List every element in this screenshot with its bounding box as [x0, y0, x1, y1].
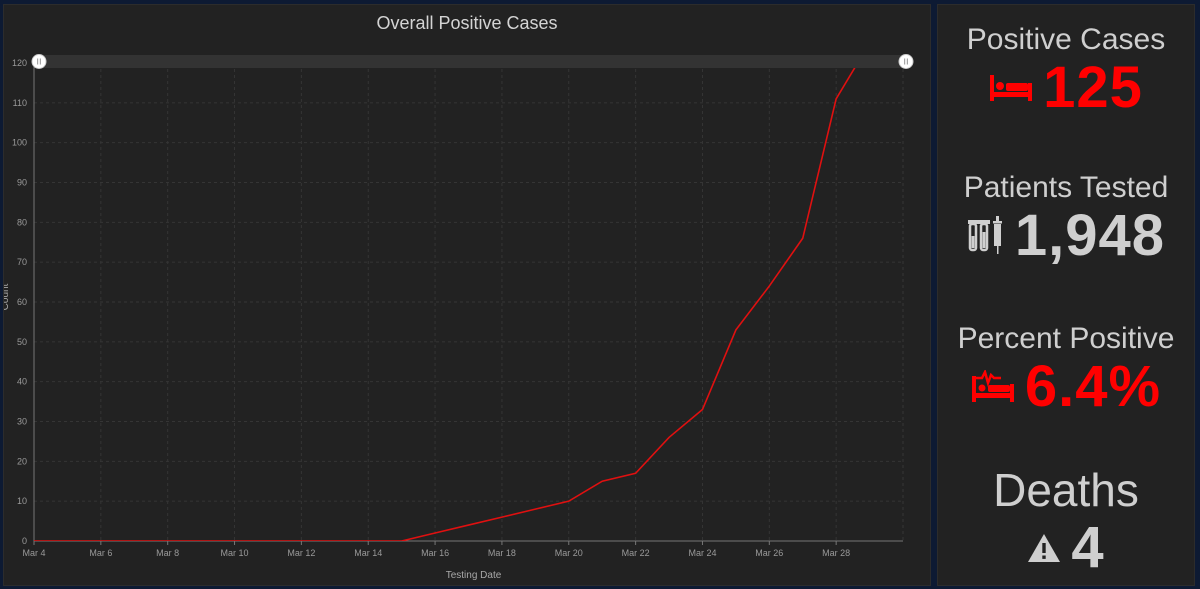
y-tick-label: 100 — [12, 138, 27, 148]
chart-series — [34, 63, 859, 541]
bed-heartbeat-icon — [971, 370, 1014, 402]
range-slider-track[interactable] — [39, 55, 905, 68]
chart-grid — [33, 62, 904, 541]
kpi-panel: Positive Cases 125 Patients Tested — [937, 4, 1195, 586]
kpi-percent-positive-value: 6.4% — [1024, 354, 1162, 419]
range-slider-end-handle[interactable] — [898, 54, 914, 69]
y-tick-label: 60 — [17, 297, 27, 307]
kpi-percent-positive-label: Percent Positive — [957, 322, 1175, 355]
y-tick-label: 120 — [12, 58, 27, 68]
y-tick-label: 70 — [17, 257, 27, 267]
x-tick-label: Mar 14 — [354, 548, 382, 558]
kpi-deaths-label: Deaths — [993, 464, 1139, 516]
y-tick-label: 20 — [17, 456, 27, 466]
y-tick-label: 10 — [17, 496, 27, 506]
range-slider[interactable] — [31, 54, 914, 69]
kpi-positive-cases-value: 125 — [1043, 55, 1143, 120]
y-tick-label: 40 — [17, 377, 27, 387]
x-tick-label: Mar 22 — [622, 548, 650, 558]
kpi-patients-tested-value: 1,948 — [1014, 203, 1166, 268]
y-tick-label: 110 — [13, 98, 27, 108]
series-line — [34, 63, 859, 541]
x-tick-label: Mar 6 — [89, 548, 112, 558]
test-tubes-syringe-icon — [967, 216, 1002, 254]
x-tick-label: Mar 26 — [755, 548, 783, 558]
x-tick-label: Mar 18 — [488, 548, 516, 558]
warning-triangle-icon — [1028, 534, 1061, 562]
x-tick-label: Mar 8 — [156, 548, 179, 558]
x-axis-title: Testing Date — [446, 570, 502, 581]
kpi-patients-tested-label: Patients Tested — [963, 171, 1169, 204]
kpi-deaths: Deaths 4 — [938, 463, 1194, 577]
kpi-percent-positive: Percent Positive 6.4% — [938, 322, 1194, 416]
x-tick-label: Mar 28 — [822, 548, 850, 558]
y-tick-label: 80 — [17, 217, 27, 227]
x-tick-label: Mar 24 — [688, 548, 716, 558]
x-tick-label: Mar 10 — [221, 548, 249, 558]
kpi-patients-tested: Patients Tested 1,948 — [938, 171, 1194, 265]
chart-title: Overall Positive Cases — [376, 13, 558, 33]
x-tick-label: Mar 16 — [421, 548, 449, 558]
y-axis-title: Count — [4, 283, 11, 310]
positive-cases-line-chart: 0 10 20 30 40 50 60 70 80 90 100 110 120 Mar 4 Mar 6 Ma… — [4, 54, 914, 581]
hospital-bed-icon — [990, 75, 1033, 101]
kpi-deaths-value: 4 — [1071, 515, 1105, 580]
x-tick-label: Mar 20 — [555, 548, 583, 558]
x-tick-label: Mar 12 — [287, 548, 315, 558]
chart-axes: 0 10 20 30 40 50 60 70 80 90 100 110 120 Mar 4 Mar 6 Ma… — [4, 58, 903, 581]
y-tick-label: 30 — [17, 417, 27, 427]
chart-panel: 0 10 20 30 40 50 60 70 80 90 100 110 120 Mar 4 Mar 6 Ma… — [3, 4, 931, 586]
x-tick-label: Mar 4 — [22, 548, 45, 558]
range-slider-start-handle[interactable] — [31, 54, 47, 69]
y-tick-label: 0 — [22, 536, 27, 546]
y-tick-label: 50 — [17, 337, 27, 347]
y-tick-label: 90 — [17, 178, 27, 188]
kpi-positive-cases-label: Positive Cases — [966, 23, 1166, 56]
kpi-positive-cases: Positive Cases 125 — [938, 23, 1194, 117]
